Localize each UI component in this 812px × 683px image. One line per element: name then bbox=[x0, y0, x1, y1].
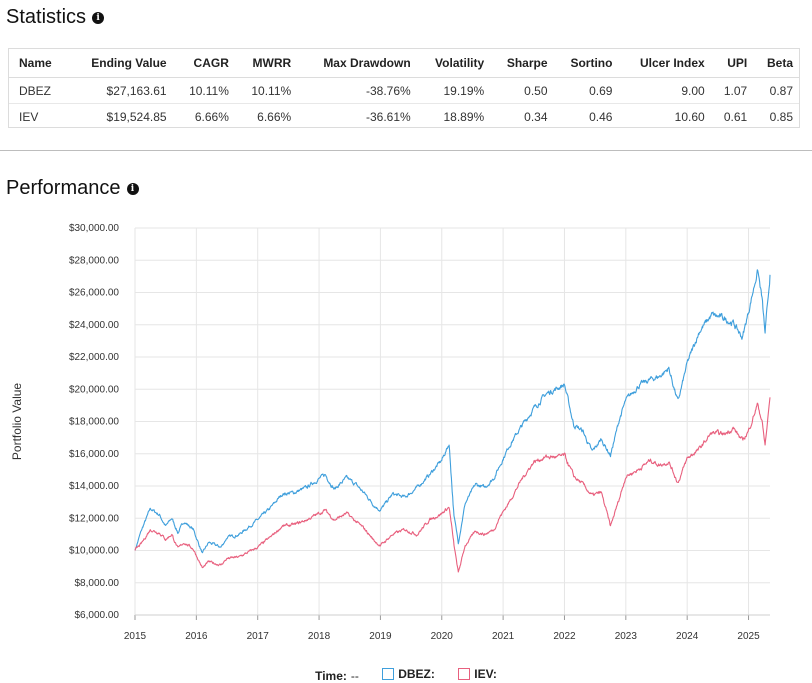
x-tick-label: 2017 bbox=[247, 631, 270, 642]
x-tick-label: 2016 bbox=[185, 631, 208, 642]
performance-chart[interactable]: $6,000.00 $8,000.00 $10,000.00 $12,000.00 $1… bbox=[0, 205, 812, 655]
info-icon[interactable]: i bbox=[126, 182, 139, 195]
table-cell: $19,524.85 bbox=[106, 109, 167, 124]
table-row: DBEZ $27,163.61 10.11% 10.11% -38.76% 19.19% 0… bbox=[9, 77, 799, 104]
y-tick-label: $26,000.00 bbox=[69, 288, 119, 299]
y-tick-label: $12,000.00 bbox=[69, 513, 119, 524]
x-tick-label: 2019 bbox=[369, 631, 392, 642]
y-tick-label: $10,000.00 bbox=[69, 546, 119, 557]
table-cell: 18.89% bbox=[443, 109, 485, 124]
table-cell: DBEZ bbox=[9, 77, 68, 104]
column-header[interactable]: Ending Value bbox=[67, 49, 173, 78]
legend-item-iev[interactable]: IEV: bbox=[458, 667, 497, 681]
table-cell: 0.50 bbox=[490, 77, 554, 104]
y-tick-label: $22,000.00 bbox=[69, 352, 119, 363]
column-header[interactable]: CAGR bbox=[172, 49, 235, 78]
x-tick-label: 2018 bbox=[308, 631, 331, 642]
legend-item-dbez[interactable]: DBEZ: bbox=[382, 667, 435, 681]
x-tick-label: 2024 bbox=[676, 631, 699, 642]
column-header[interactable]: Beta bbox=[753, 49, 799, 78]
column-header[interactable]: Sharpe bbox=[490, 49, 554, 78]
legend-swatch-iev bbox=[458, 668, 471, 680]
y-tick-label: $14,000.00 bbox=[69, 481, 119, 492]
legend-time-label: Time: bbox=[315, 669, 347, 683]
legend-time: Time: -- bbox=[315, 669, 359, 683]
legend-time-value: -- bbox=[350, 669, 359, 683]
table-cell: 0.61 bbox=[723, 109, 748, 124]
table-cell: 0.69 bbox=[553, 77, 619, 104]
x-tick-label: 2020 bbox=[431, 631, 454, 642]
column-header[interactable]: MWRR bbox=[234, 49, 298, 78]
statistics-table: Name Ending Value CAGR MWRR Max Drawdown Vola… bbox=[9, 49, 799, 129]
y-tick-label: $24,000.00 bbox=[69, 320, 119, 331]
column-header[interactable]: Sortino bbox=[553, 49, 619, 78]
legend-swatch-dbez bbox=[382, 668, 395, 680]
table-cell: IEV bbox=[19, 109, 39, 124]
column-header[interactable]: Max Drawdown bbox=[297, 49, 417, 78]
x-tick-label: 2021 bbox=[492, 631, 515, 642]
column-header[interactable]: Volatility bbox=[416, 49, 491, 78]
table-cell: 9.00 bbox=[618, 77, 711, 104]
series-line-iev[interactable] bbox=[134, 397, 771, 573]
column-header[interactable]: Name bbox=[9, 49, 68, 78]
table-cell: 6.66% bbox=[194, 109, 229, 124]
statistics-title: Statistics i bbox=[6, 6, 105, 29]
table-body: DBEZ $27,163.61 10.11% 10.11% -38.76% 19.19% 0… bbox=[9, 77, 799, 130]
x-tick-label: 2023 bbox=[615, 631, 638, 642]
performance-title-text: Performance bbox=[6, 177, 121, 199]
y-tick-label: $18,000.00 bbox=[69, 417, 119, 428]
table-cell: -36.61% bbox=[365, 109, 411, 124]
y-tick-label: $8,000.00 bbox=[75, 578, 120, 589]
performance-title: Performance i bbox=[6, 177, 139, 200]
table-cell: $27,163.61 bbox=[67, 77, 173, 104]
series-line-dbez[interactable] bbox=[134, 269, 771, 554]
table-cell: 0.85 bbox=[769, 109, 793, 124]
legend-label-iev: IEV: bbox=[474, 667, 497, 681]
table-cell: 0.87 bbox=[753, 77, 799, 104]
chart-legend: Time: -- DBEZ: IEV: bbox=[0, 667, 812, 683]
table-cell: 6.66% bbox=[257, 109, 292, 124]
y-tick-label: $20,000.00 bbox=[69, 384, 119, 395]
y-tick-label: $28,000.00 bbox=[69, 255, 119, 266]
section-divider bbox=[0, 150, 812, 151]
table-cell: 10.11% bbox=[172, 77, 235, 104]
x-tick-label: 2015 bbox=[124, 631, 147, 642]
y-tick-label: $6,000.00 bbox=[75, 610, 120, 621]
legend-label-dbez: DBEZ: bbox=[398, 667, 435, 681]
y-tick-label: $30,000.00 bbox=[69, 223, 119, 234]
info-icon[interactable]: i bbox=[92, 11, 105, 24]
table-cell: 10.60 bbox=[674, 109, 705, 124]
y-axis-label: Portfolio Value bbox=[10, 383, 24, 460]
statistics-title-text: Statistics bbox=[6, 6, 87, 28]
table-cell: 10.11% bbox=[234, 77, 298, 104]
table-cell: 0.46 bbox=[589, 109, 613, 124]
table-header-row: Name Ending Value CAGR MWRR Max Drawdown Vola… bbox=[9, 49, 799, 78]
table-cell: 19.19% bbox=[416, 77, 491, 104]
column-header[interactable]: Ulcer Index bbox=[618, 49, 711, 78]
table-cell: 0.34 bbox=[524, 109, 548, 124]
table-cell: -38.76% bbox=[297, 77, 417, 104]
table-row: IEV $19,524.85 6.66% 6.66% -36.61% 18.89% 0.34… bbox=[9, 104, 799, 130]
x-tick-label: 2022 bbox=[553, 631, 576, 642]
statistics-table-container: Name Ending Value CAGR MWRR Max Drawdown Vola… bbox=[8, 48, 800, 128]
y-tick-label: $16,000.00 bbox=[69, 449, 119, 460]
column-header[interactable]: UPI bbox=[710, 49, 754, 78]
table-cell: 1.07 bbox=[710, 77, 754, 104]
x-tick-label: 2025 bbox=[737, 631, 760, 642]
